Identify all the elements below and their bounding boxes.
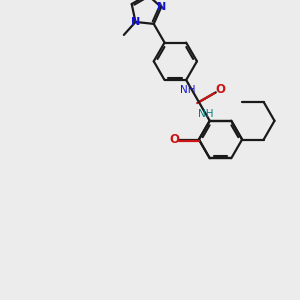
Text: O: O [169,133,179,146]
Text: O: O [215,83,226,96]
Text: N: N [157,2,166,12]
Text: N: N [131,17,140,27]
Text: NH: NH [180,85,195,95]
Text: NH: NH [198,109,213,118]
